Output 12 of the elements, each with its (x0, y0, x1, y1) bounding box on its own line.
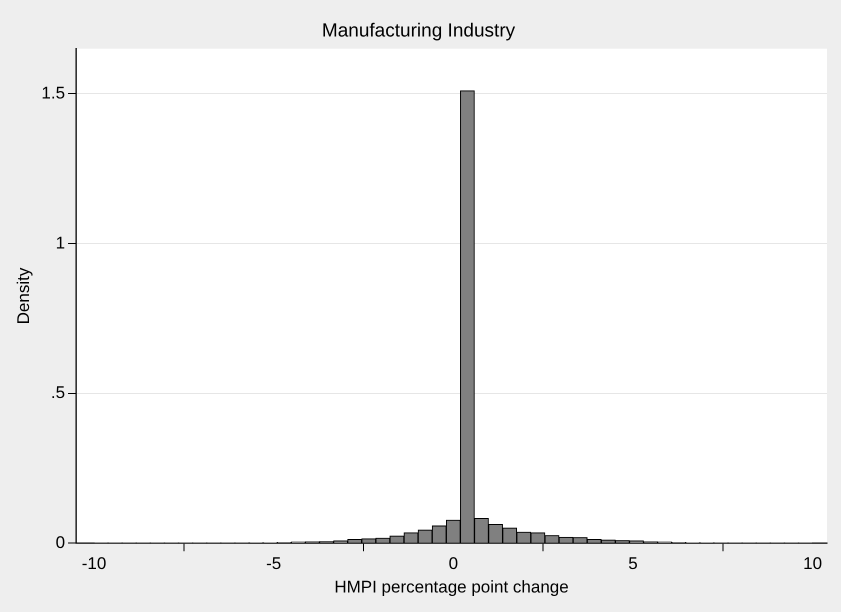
chart-title: Manufacturing Industry (322, 20, 516, 42)
x-axis-title: HMPI percentage point change (334, 577, 569, 596)
x-tick-label: 0 (448, 554, 458, 574)
x-tick-label: 5 (628, 554, 638, 574)
y-tick-label: 1.5 (41, 83, 66, 102)
x-tick-label: -10 (82, 554, 106, 574)
x-tick-label: 10 (803, 554, 822, 574)
y-axis-title: Density (14, 267, 33, 324)
y-tick-label: .5 (50, 383, 66, 402)
x-tick-label: -5 (266, 554, 282, 574)
y-tick-label: 1 (56, 233, 66, 252)
y-tick-label: 0 (56, 532, 66, 552)
